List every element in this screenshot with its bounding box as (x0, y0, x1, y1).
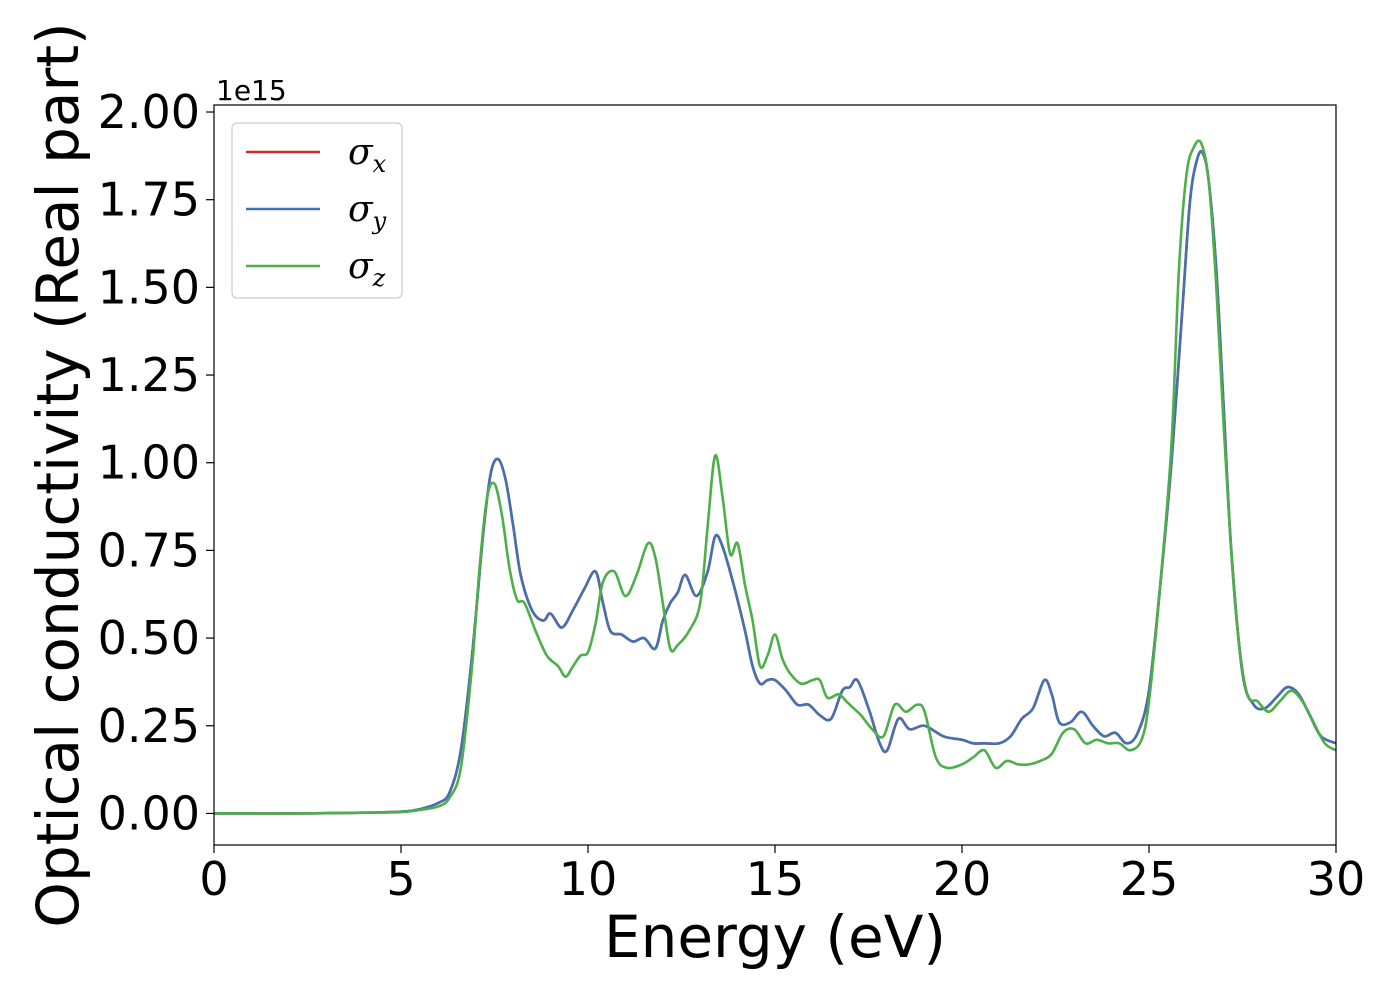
x-tick-label: 5 (386, 852, 415, 906)
x-tick-label: 10 (559, 852, 618, 906)
legend-label-x: σx (348, 132, 387, 178)
x-tick-label: 20 (933, 852, 992, 906)
x-tick-label: 0 (199, 852, 228, 906)
y-tick-label: 1.00 (98, 436, 200, 490)
y-axis-title: Optical conductivity (Real part) (24, 22, 92, 927)
series-line-y (214, 150, 1336, 815)
y-tick-label: 1.50 (98, 260, 200, 314)
series-line-z (214, 139, 1336, 815)
legend-label-z: σz (348, 246, 386, 292)
x-axis-title: Energy (eV) (604, 903, 946, 971)
y-tick-label: 0.25 (98, 699, 200, 753)
y-tick-label: 1.75 (98, 173, 200, 227)
y-tick-label: 2.00 (98, 85, 200, 139)
legend: σx σy σz (231, 122, 403, 299)
y-axis: 0.00 0.25 0.50 0.75 1.00 1.25 1.50 1.75 2.00 (98, 85, 214, 840)
series-layer (214, 139, 1336, 815)
y-tick-label: 0.00 (98, 786, 200, 840)
x-axis: 0 5 10 15 20 25 30 (199, 845, 1365, 906)
y-offset-label: 1e15 (216, 74, 287, 107)
legend-box (231, 122, 403, 299)
legend-label-y: σy (348, 189, 387, 235)
x-tick-label: 15 (746, 852, 805, 906)
y-tick-label: 0.50 (98, 611, 200, 665)
y-tick-label: 0.75 (98, 523, 200, 577)
x-tick-label: 25 (1120, 852, 1179, 906)
x-tick-label: 30 (1307, 852, 1366, 906)
y-tick-label: 1.25 (98, 348, 200, 402)
